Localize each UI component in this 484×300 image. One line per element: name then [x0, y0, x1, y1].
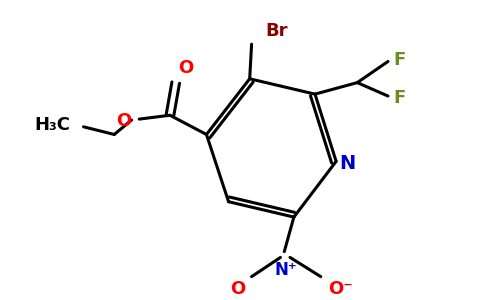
- Text: O: O: [230, 280, 246, 298]
- Text: N: N: [340, 154, 356, 173]
- Text: F: F: [394, 51, 406, 69]
- Text: H₃C: H₃C: [34, 116, 70, 134]
- Text: Br: Br: [265, 22, 287, 40]
- Text: N⁺: N⁺: [275, 261, 298, 279]
- Text: O⁻: O⁻: [329, 280, 353, 298]
- Text: O: O: [116, 112, 132, 130]
- Text: O: O: [179, 59, 194, 77]
- Text: F: F: [394, 89, 406, 107]
